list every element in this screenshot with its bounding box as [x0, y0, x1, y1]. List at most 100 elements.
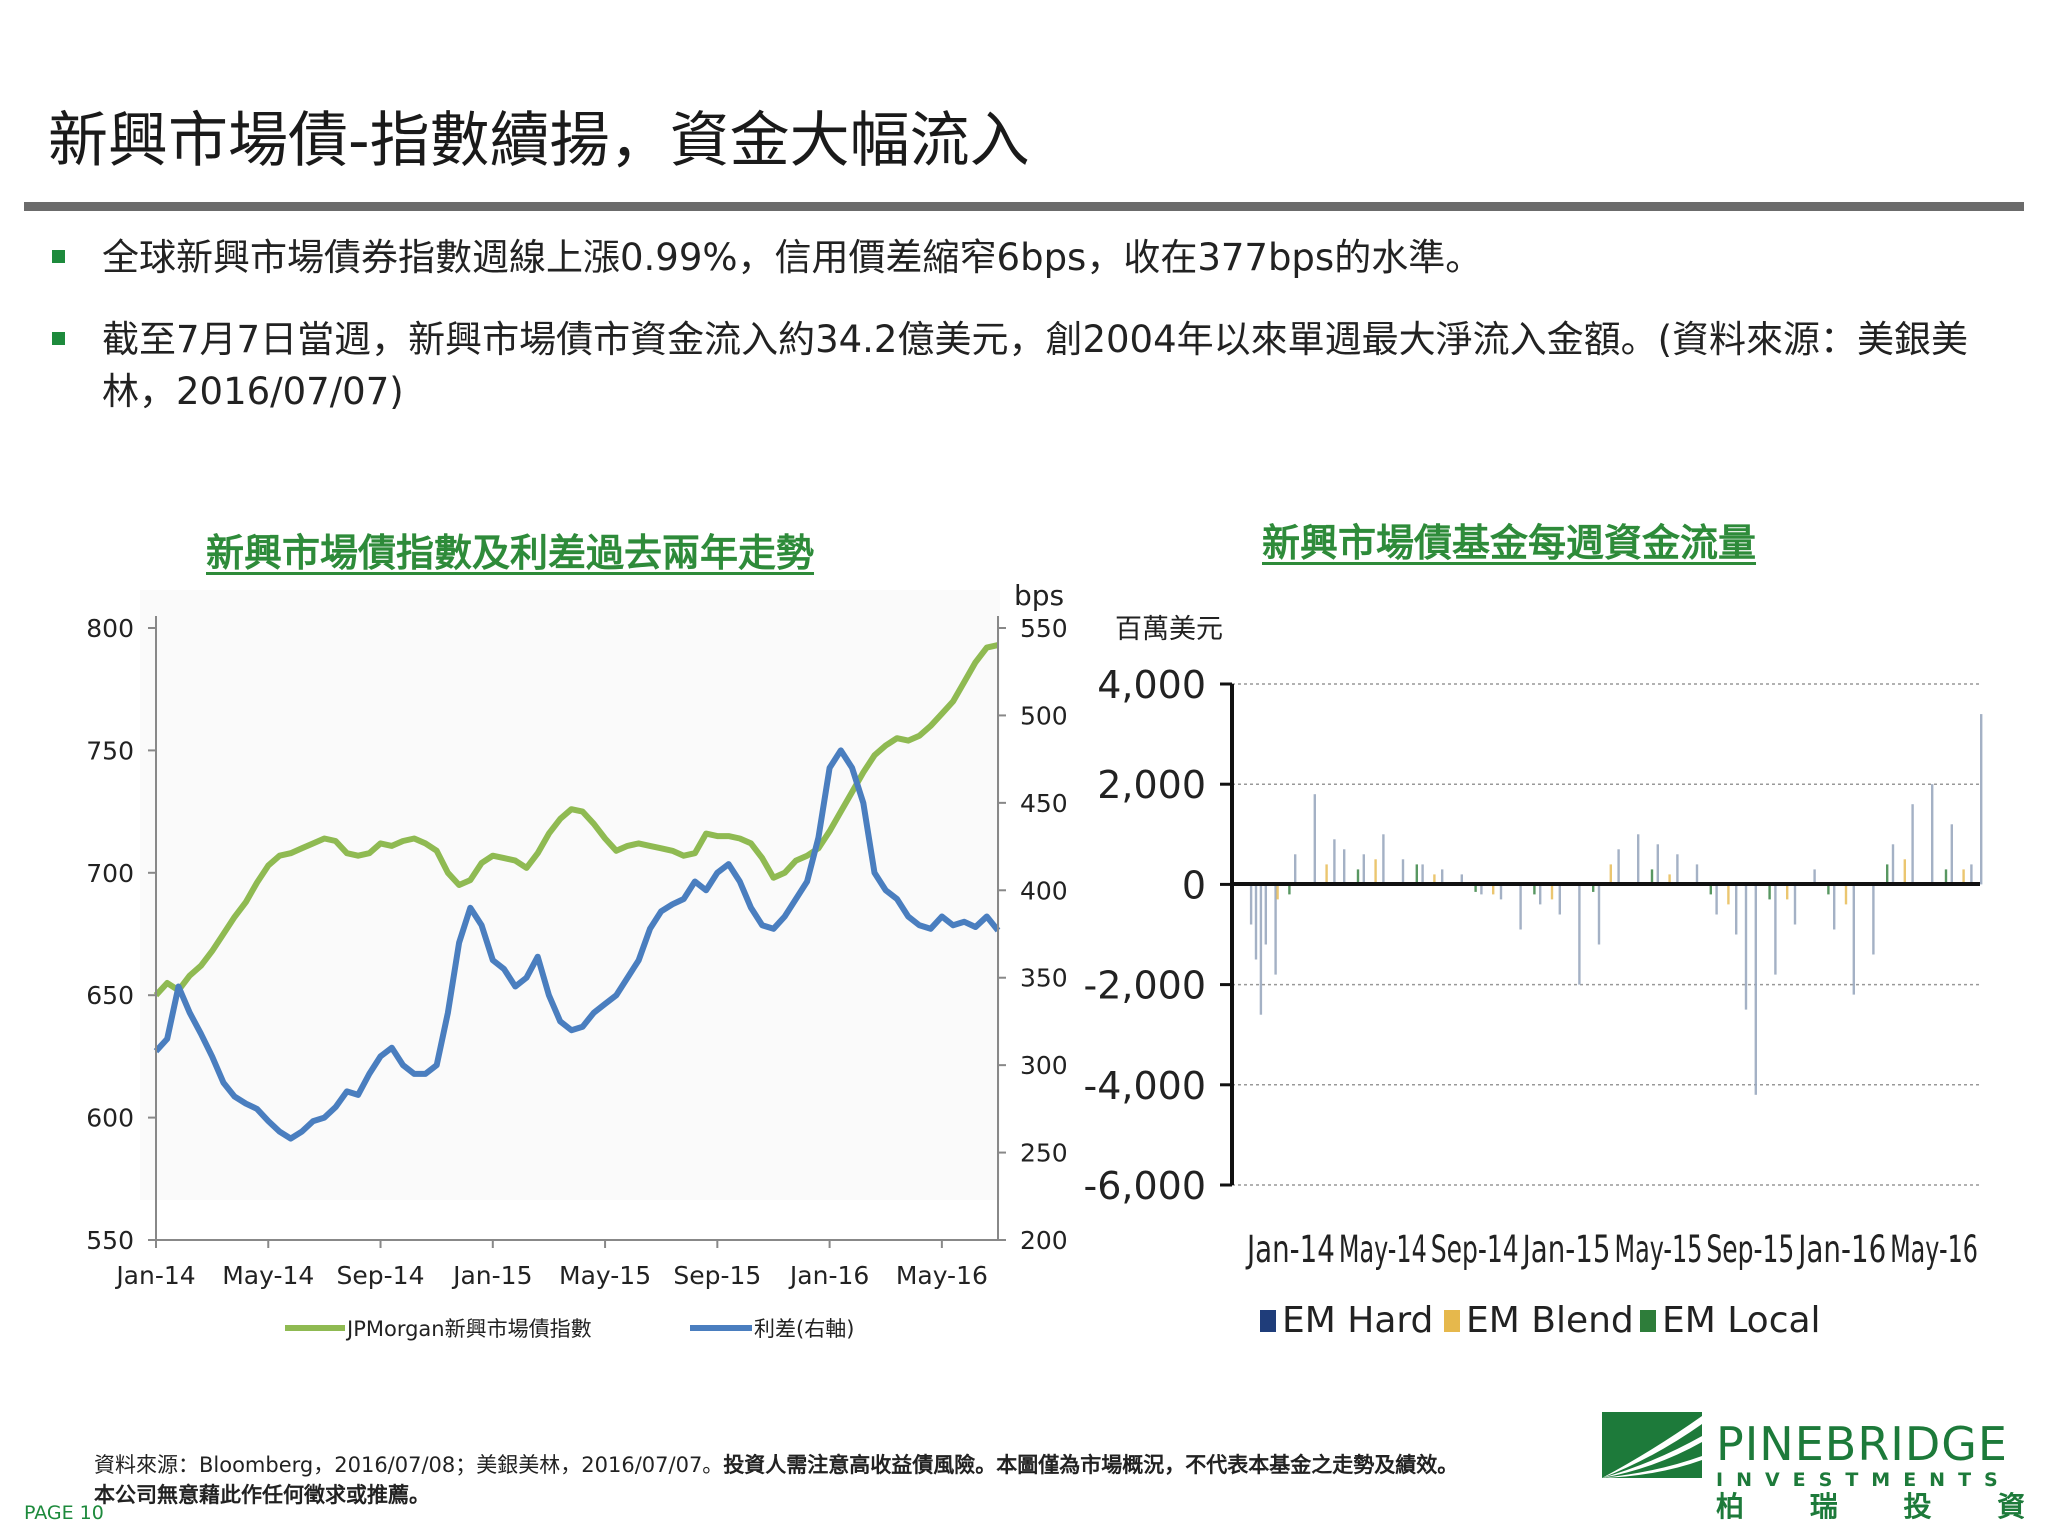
right-chart-title: 新興市場債基金每週資金流量 [1262, 521, 1757, 565]
em-local-bar [1533, 884, 1536, 895]
em-blend-bar [1844, 884, 1848, 905]
footnote-warning: 投資人需注意高收益債風險。本圖僅為市場概況，不代表本基金之走勢及績效。 [723, 1453, 1459, 1477]
em-hard-bar [1950, 824, 1953, 885]
em-local-bar [1415, 864, 1418, 885]
title-divider [24, 202, 2024, 211]
em-hard-bar [1891, 844, 1895, 885]
legend-index-label: JPMorgan新興市場債指數 [345, 1317, 592, 1341]
left-tick-label: 800 [86, 614, 134, 643]
y-tick-label: -2,000 [1084, 964, 1207, 1008]
em-hard-bar [1274, 884, 1277, 975]
em-local-bar [1944, 869, 1948, 885]
em-hard-bar [1519, 884, 1522, 930]
pinebridge-logo: PINEBRIDGE INVESTMENTS 柏 瑞 投 資 [1602, 1412, 2024, 1520]
right-tick-label: 250 [1020, 1139, 1068, 1168]
fund-flow-chart: 百萬美元 4,000 2,000 0 -2,000 -4,000 -6,000 Jan-1… [1084, 614, 1983, 1341]
index-spread-chart: 550 600 650 700 750 800 200 250 300 350 400 450 500… [86, 579, 1068, 1341]
em-local-bar [1356, 869, 1360, 885]
em-hard-bar [1617, 849, 1620, 885]
em-hard-bar [1695, 864, 1699, 885]
em-hard-bar [1499, 884, 1503, 900]
em-hard-bar [1539, 884, 1542, 905]
em-hard-bar [1872, 884, 1875, 955]
x-tick-label: May-14 [222, 1261, 314, 1290]
y-tick-label: 0 [1182, 863, 1206, 907]
bullet-2: 截至7月7日當週，新興市場債市資金流入約34.2億美元，創2004年以來單週最大… [102, 318, 1969, 413]
page-number: PAGE 10 [24, 1502, 104, 1524]
x-tick-label: Sep-14 [1431, 1228, 1519, 1271]
plot-area [140, 590, 1000, 1200]
spread-series-line [153, 747, 1001, 1142]
em-hard-bar [1970, 864, 1973, 885]
right-tick-label: 200 [1020, 1226, 1068, 1255]
legend-em-blend-label: EM Blend [1466, 1300, 1634, 1341]
em-hard-bar [1401, 859, 1405, 885]
x-tick-label: Jan-14 [1246, 1228, 1335, 1271]
em-hard-bar [1558, 884, 1561, 915]
em-hard-bar [1852, 884, 1855, 995]
logo-sub: INVESTMENTS [1716, 1469, 2011, 1491]
y-axis-unit: 百萬美元 [1115, 614, 1223, 645]
em-hard-bar [1480, 884, 1483, 895]
em-local-bar [1474, 884, 1477, 892]
right-tick-label: 300 [1020, 1051, 1068, 1080]
em-local-bar [1886, 864, 1889, 885]
em-hard-bar [1754, 884, 1757, 1095]
em-hard-bar [1656, 844, 1659, 885]
em-blend-bar [1903, 859, 1906, 885]
footnote: 資料來源：Bloomberg，2016/07/08；美銀美林，2016/07/0… [94, 1450, 1554, 1510]
left-tick-label: 600 [86, 1104, 134, 1133]
em-hard-bar [1460, 874, 1463, 885]
x-tick-label: Jan-15 [1521, 1228, 1610, 1271]
pinebridge-emblem-icon [1602, 1412, 1702, 1478]
em-hard-bar [1294, 854, 1297, 885]
x-tick-label: May-16 [1890, 1228, 1978, 1271]
em-blend-bar [1276, 884, 1279, 900]
y-tick-label: -4,000 [1084, 1064, 1207, 1108]
right-tick-label: 500 [1020, 701, 1068, 730]
em-hard-bar [1715, 884, 1718, 915]
x-tick-label: May-16 [896, 1261, 988, 1290]
y-tick-label: 2,000 [1097, 763, 1206, 807]
left-chart-title: 新興市場債指數及利差過去兩年走勢 [206, 531, 815, 575]
em-blend-bar [1325, 864, 1328, 885]
em-hard-bar [1597, 884, 1601, 945]
y-tick-label: 4,000 [1097, 663, 1206, 707]
logo-chinese: 柏 瑞 投 資 [1716, 1490, 2024, 1520]
x-tick-label: May-15 [1615, 1228, 1703, 1271]
right-tick-label: 450 [1020, 789, 1068, 818]
em-blend-bar [1492, 884, 1495, 895]
left-tick-label: 700 [86, 859, 134, 888]
em-hard-bar [1637, 834, 1640, 885]
em-blend-bar [1786, 884, 1789, 900]
right-tick-label: 350 [1020, 964, 1068, 993]
em-local-bar [1709, 884, 1712, 895]
x-tick-label: May-14 [1339, 1228, 1427, 1271]
em-local-bar [1827, 884, 1830, 895]
em-local-bar [1768, 884, 1771, 900]
em-blend-bar [1550, 884, 1554, 900]
x-tick-label: Sep-15 [1706, 1228, 1794, 1271]
bullet-marker [52, 250, 65, 263]
footnote-source: 資料來源：Bloomberg，2016/07/08；美銀美林，2016/07/0… [94, 1453, 724, 1477]
legend-em-local-swatch [1640, 1310, 1656, 1332]
footnote-disclaimer: 本公司無意藉此作任何徵求或推薦。 [94, 1483, 430, 1507]
em-local-bar [1650, 869, 1654, 885]
em-blend-bar [1609, 864, 1612, 885]
em-hard-bar [1254, 884, 1258, 960]
right-axis-unit: bps [1014, 579, 1064, 612]
em-hard-bar [1931, 784, 1934, 885]
em-hard-bar [1744, 884, 1748, 1010]
em-hard-bar [1382, 834, 1385, 885]
x-tick-label: Jan-16 [788, 1261, 869, 1290]
left-tick-label: 650 [86, 981, 134, 1010]
bullet-marker [52, 332, 65, 345]
em-hard-bar [1676, 854, 1679, 885]
x-tick-label: Sep-15 [673, 1261, 761, 1290]
x-tick-label: Jan-16 [1797, 1228, 1886, 1271]
legend-em-local-label: EM Local [1662, 1300, 1821, 1341]
em-hard-bar [1362, 854, 1365, 885]
x-tick-label: Jan-15 [451, 1261, 532, 1290]
em-hard-bar [1421, 864, 1424, 885]
em-hard-bar [1441, 869, 1444, 885]
